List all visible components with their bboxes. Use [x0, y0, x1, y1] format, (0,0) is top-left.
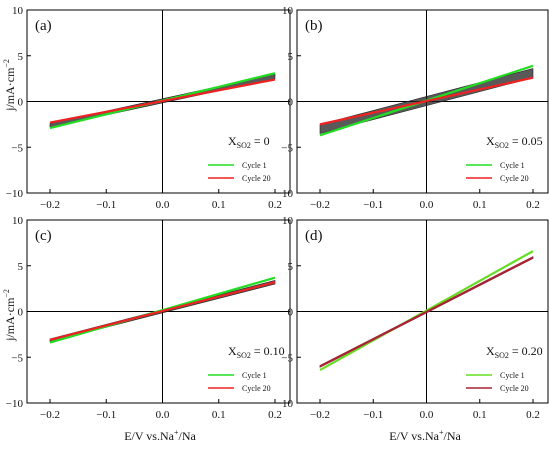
legend-entry: Cycle 20	[500, 174, 529, 183]
panel-b: 10 5 0 −5 −10 −0.2 −0.1 0.0 0.1 0.2 (b) XSO2 = 0.05…	[276, 5, 549, 211]
panel-c: 10 5 0 −5 −10 −0.2 −0.1 0.0 0.1 0.2 (c) XSO2 = 0.10…	[6, 215, 291, 421]
x-tick-label: 0.0	[420, 409, 434, 421]
x-tick-label: 0.2	[268, 199, 282, 211]
panel-a: 10 5 0 −5 −10 −0.2 −0.1 0.0 0.1 0.2 (a) XSO2 = 0 Cyc…	[6, 5, 291, 211]
panel-label: (d)	[305, 228, 323, 244]
x-tick-label: −0.1	[363, 199, 383, 211]
x-tick-label: −0.1	[96, 199, 116, 211]
y-tick-label: 0	[288, 307, 294, 319]
y-tick-label: 0	[18, 307, 24, 319]
y-tick-label: 5	[288, 51, 294, 63]
y-tick-label: −10	[276, 188, 294, 200]
series-line-cycle-20	[49, 281, 276, 341]
y-tick-label: 10	[12, 215, 24, 227]
panel-label: (c)	[35, 228, 52, 244]
y-tick-label: 0	[288, 97, 294, 109]
y-axis-label-bottom: j/mA·cm−2	[2, 289, 17, 342]
y-tick-label: 10	[282, 5, 294, 17]
y-tick-label: −5	[281, 352, 293, 364]
y-tick-label: −5	[281, 142, 293, 154]
condition-label: XSO2 = 0.10	[228, 344, 285, 360]
y-tick-label: −10	[6, 398, 24, 410]
series-line-cycle-20	[319, 76, 534, 126]
y-tick-label: −10	[276, 398, 294, 410]
series-line-cycle-20	[319, 256, 534, 368]
y-tick-label: −5	[11, 352, 23, 364]
y-tick-label: −5	[11, 142, 23, 154]
x-tick-label: −0.1	[363, 409, 383, 421]
x-tick-label: −0.2	[40, 199, 60, 211]
legend-entry: Cycle 20	[242, 174, 271, 183]
x-tick-label: 0.2	[526, 199, 540, 211]
x-tick-label: −0.2	[40, 409, 60, 421]
series-line-cycle-1	[319, 250, 534, 372]
x-tick-label: 0.1	[212, 199, 226, 211]
legend-entry: Cycle 20	[500, 384, 529, 393]
x-tick-label: −0.2	[310, 199, 330, 211]
x-tick-label: 0.1	[212, 409, 226, 421]
legend-entry: Cycle 20	[242, 384, 271, 393]
y-tick-label: 5	[18, 261, 24, 273]
y-tick-label: 0	[18, 97, 24, 109]
panel-label: (b)	[305, 18, 323, 34]
y-tick-label: 10	[12, 5, 24, 17]
x-tick-label: 0.1	[473, 199, 487, 211]
x-tick-label: 0.0	[420, 199, 434, 211]
y-tick-label: 10	[282, 215, 294, 227]
legend-entry: Cycle 1	[242, 371, 267, 380]
panel-d: 10 5 0 −5 −10 −0.2 −0.1 0.0 0.1 0.2 (d) XSO2 = 0.20…	[276, 215, 549, 421]
x-axis-label-right: E/V vs.Na+/Na	[389, 428, 461, 443]
x-tick-label: −0.1	[96, 409, 116, 421]
condition-label: XSO2 = 0	[228, 134, 270, 150]
y-tick-label: 5	[18, 51, 24, 63]
x-tick-label: 0.0	[156, 409, 170, 421]
y-tick-label: −10	[6, 188, 24, 200]
series-line-cycle-20	[49, 78, 276, 124]
x-tick-label: 0.2	[526, 409, 540, 421]
condition-label: XSO2 = 0.20	[486, 344, 543, 360]
panel-label: (a)	[35, 18, 52, 34]
x-tick-label: 0.1	[473, 409, 487, 421]
x-tick-label: 0.2	[268, 409, 282, 421]
legend-entry: Cycle 1	[500, 161, 525, 170]
legend-entry: Cycle 1	[500, 371, 525, 380]
x-tick-label: 0.0	[156, 199, 170, 211]
y-axis-label-top: j/mA·cm−2	[2, 59, 17, 112]
legend-entry: Cycle 1	[242, 161, 267, 170]
x-tick-label: −0.2	[310, 409, 330, 421]
x-axis-label-left: E/V vs.Na+/Na	[124, 428, 196, 443]
y-tick-label: 5	[288, 261, 294, 273]
condition-label: XSO2 = 0.05	[486, 134, 543, 150]
